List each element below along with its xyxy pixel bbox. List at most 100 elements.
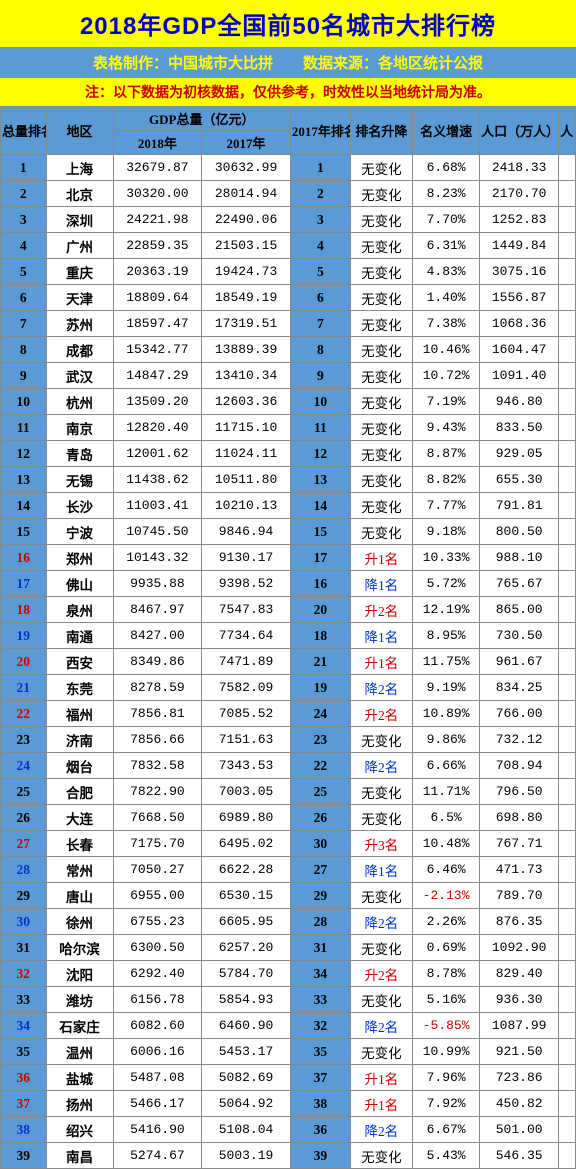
gdp2018-cell: 7175.70 bbox=[113, 831, 202, 857]
change-cell: 无变化 bbox=[350, 155, 412, 181]
pop-cell: 471.73 bbox=[480, 857, 559, 883]
gdp2017-cell: 7151.63 bbox=[202, 727, 291, 753]
last-cell bbox=[559, 883, 576, 909]
gdp2018-cell: 5274.67 bbox=[113, 1143, 202, 1169]
pop-cell: 766.00 bbox=[480, 701, 559, 727]
last-cell bbox=[559, 467, 576, 493]
change-cell: 无变化 bbox=[350, 181, 412, 207]
table-row: 1上海32679.8730632.991无变化6.68%2418.33 bbox=[1, 155, 576, 181]
gdp2017-cell: 9846.94 bbox=[202, 519, 291, 545]
rank2017-cell: 36 bbox=[290, 1117, 350, 1143]
gdp2018-cell: 13509.20 bbox=[113, 389, 202, 415]
region-cell: 济南 bbox=[46, 727, 113, 753]
change-cell: 降2名 bbox=[350, 675, 412, 701]
growth-cell: 4.83% bbox=[413, 259, 480, 285]
growth-cell: 6.5% bbox=[413, 805, 480, 831]
pop-cell: 1449.84 bbox=[480, 233, 559, 259]
growth-cell: 6.67% bbox=[413, 1117, 480, 1143]
pop-cell: 921.50 bbox=[480, 1039, 559, 1065]
rank2017-cell: 2 bbox=[290, 181, 350, 207]
change-cell: 升2名 bbox=[350, 961, 412, 987]
table-row: 30徐州6755.236605.9528降2名2.26%876.35 bbox=[1, 909, 576, 935]
growth-cell: 6.46% bbox=[413, 857, 480, 883]
change-cell: 无变化 bbox=[350, 337, 412, 363]
rank2017-cell: 8 bbox=[290, 337, 350, 363]
last-cell bbox=[559, 961, 576, 987]
pop-cell: 833.50 bbox=[480, 415, 559, 441]
rank2017-cell: 7 bbox=[290, 311, 350, 337]
table-row: 23济南7856.667151.6323无变化9.86%732.12 bbox=[1, 727, 576, 753]
region-cell: 佛山 bbox=[46, 571, 113, 597]
gdp2017-cell: 11715.10 bbox=[202, 415, 291, 441]
rank-cell: 5 bbox=[1, 259, 47, 285]
rank-cell: 29 bbox=[1, 883, 47, 909]
rank-cell: 30 bbox=[1, 909, 47, 935]
rank-cell: 20 bbox=[1, 649, 47, 675]
growth-cell: 7.96% bbox=[413, 1065, 480, 1091]
change-cell: 无变化 bbox=[350, 285, 412, 311]
rank2017-cell: 6 bbox=[290, 285, 350, 311]
pop-cell: 708.94 bbox=[480, 753, 559, 779]
rank-cell: 31 bbox=[1, 935, 47, 961]
table-row: 21东莞8278.597582.0919降2名9.19%834.25 bbox=[1, 675, 576, 701]
change-cell: 无变化 bbox=[350, 805, 412, 831]
pop-cell: 723.86 bbox=[480, 1065, 559, 1091]
growth-cell: 0.69% bbox=[413, 935, 480, 961]
pop-cell: 829.40 bbox=[480, 961, 559, 987]
last-cell bbox=[559, 1117, 576, 1143]
growth-cell: 6.66% bbox=[413, 753, 480, 779]
table-row: 28常州7050.276622.2827降1名6.46%471.73 bbox=[1, 857, 576, 883]
gdp2018-cell: 7856.81 bbox=[113, 701, 202, 727]
gdp2017-cell: 13889.39 bbox=[202, 337, 291, 363]
last-cell bbox=[559, 441, 576, 467]
gdp2018-cell: 6006.16 bbox=[113, 1039, 202, 1065]
page-title: 2018年GDP全国前50名城市大排行榜 bbox=[0, 0, 576, 47]
region-cell: 长沙 bbox=[46, 493, 113, 519]
pop-cell: 732.12 bbox=[480, 727, 559, 753]
last-cell bbox=[559, 207, 576, 233]
gdp2017-cell: 6257.20 bbox=[202, 935, 291, 961]
pop-cell: 1087.99 bbox=[480, 1013, 559, 1039]
table-row: 27长春7175.706495.0230升3名10.48%767.71 bbox=[1, 831, 576, 857]
region-cell: 石家庄 bbox=[46, 1013, 113, 1039]
region-cell: 苏州 bbox=[46, 311, 113, 337]
region-cell: 青岛 bbox=[46, 441, 113, 467]
table-row: 14长沙11003.4110210.1314无变化7.77%791.81 bbox=[1, 493, 576, 519]
change-cell: 无变化 bbox=[350, 441, 412, 467]
growth-cell: 2.26% bbox=[413, 909, 480, 935]
last-cell bbox=[559, 675, 576, 701]
gdp2018-cell: 5416.90 bbox=[113, 1117, 202, 1143]
region-cell: 东莞 bbox=[46, 675, 113, 701]
table-row: 9武汉14847.2913410.349无变化10.72%1091.40 bbox=[1, 363, 576, 389]
gdp2017-cell: 30632.99 bbox=[202, 155, 291, 181]
subtitle: 表格制作：中国城市大比拼 数据来源：各地区统计公报 bbox=[0, 47, 576, 78]
rank2017-cell: 38 bbox=[290, 1091, 350, 1117]
rank2017-cell: 5 bbox=[290, 259, 350, 285]
growth-cell: 9.19% bbox=[413, 675, 480, 701]
gdp2017-cell: 7085.52 bbox=[202, 701, 291, 727]
gdp2017-cell: 10210.13 bbox=[202, 493, 291, 519]
last-cell bbox=[559, 155, 576, 181]
last-cell bbox=[559, 987, 576, 1013]
pop-cell: 800.50 bbox=[480, 519, 559, 545]
rank2017-cell: 27 bbox=[290, 857, 350, 883]
change-cell: 降1名 bbox=[350, 571, 412, 597]
rank2017-cell: 32 bbox=[290, 1013, 350, 1039]
rank2017-cell: 37 bbox=[290, 1065, 350, 1091]
rank-cell: 35 bbox=[1, 1039, 47, 1065]
pop-cell: 501.00 bbox=[480, 1117, 559, 1143]
region-cell: 南京 bbox=[46, 415, 113, 441]
rank-cell: 32 bbox=[1, 961, 47, 987]
pop-cell: 765.67 bbox=[480, 571, 559, 597]
pop-cell: 876.35 bbox=[480, 909, 559, 935]
change-cell: 降2名 bbox=[350, 753, 412, 779]
change-cell: 无变化 bbox=[350, 883, 412, 909]
last-cell bbox=[559, 415, 576, 441]
last-cell bbox=[559, 935, 576, 961]
rank-cell: 3 bbox=[1, 207, 47, 233]
change-cell: 升2名 bbox=[350, 701, 412, 727]
gdp2017-cell: 6530.15 bbox=[202, 883, 291, 909]
last-cell bbox=[559, 519, 576, 545]
last-cell bbox=[559, 389, 576, 415]
rank-cell: 26 bbox=[1, 805, 47, 831]
